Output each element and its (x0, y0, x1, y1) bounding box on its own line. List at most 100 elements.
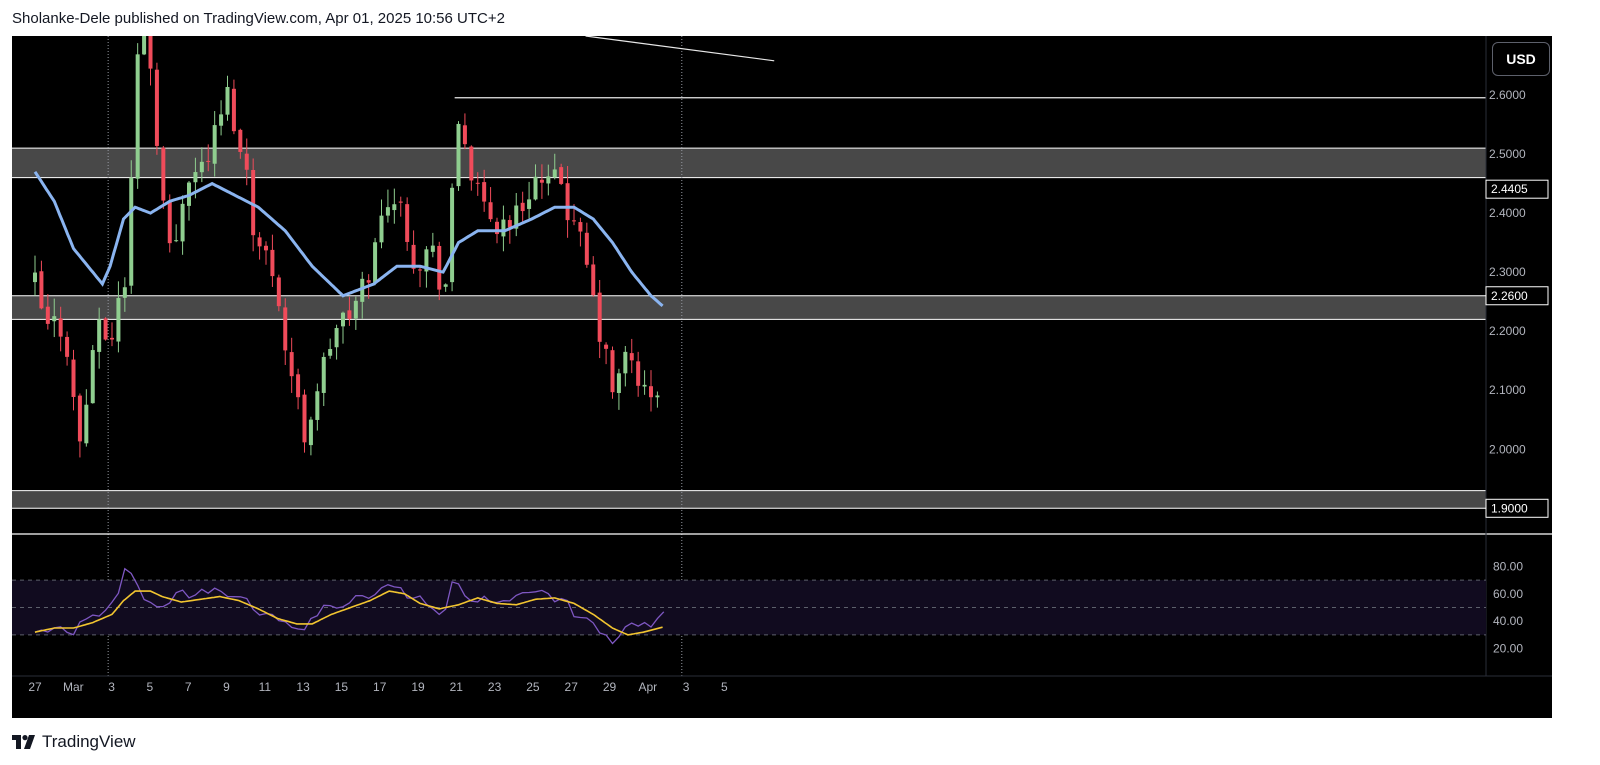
trendline[interactable] (585, 36, 775, 62)
candle-down[interactable] (148, 36, 153, 69)
candle-down[interactable] (636, 361, 641, 386)
candle-down[interactable] (488, 202, 493, 220)
candle-down[interactable] (110, 337, 114, 340)
candle-up[interactable] (174, 240, 179, 242)
candle-up[interactable] (33, 272, 37, 283)
candle-up[interactable] (360, 278, 365, 302)
currency-button[interactable]: USD (1492, 42, 1550, 76)
candle-down[interactable] (398, 201, 403, 203)
candle-up[interactable] (546, 176, 551, 184)
tradingview-logo-icon[interactable] (12, 734, 36, 749)
candle-up[interactable] (341, 312, 345, 327)
candle-down[interactable] (45, 306, 50, 324)
candle-down[interactable] (347, 310, 352, 319)
candle-down[interactable] (103, 318, 108, 340)
candle-up[interactable] (308, 419, 313, 446)
candle-down[interactable] (411, 244, 416, 269)
candle-up[interactable] (193, 172, 198, 183)
candle-down[interactable] (597, 292, 602, 342)
candle-down[interactable] (366, 280, 371, 283)
candle-up[interactable] (321, 356, 326, 393)
candle-down[interactable] (610, 350, 615, 393)
candle-down[interactable] (507, 220, 512, 228)
candle-down[interactable] (591, 264, 596, 296)
candle-down[interactable] (154, 69, 159, 146)
candle-down[interactable] (604, 344, 609, 349)
candle-down[interactable] (231, 88, 236, 132)
candle-up[interactable] (225, 87, 230, 115)
candle-down[interactable] (167, 201, 172, 244)
candle-up[interactable] (430, 245, 435, 252)
candle-up[interactable] (642, 384, 647, 387)
candle-up[interactable] (424, 249, 429, 272)
candle-up[interactable] (616, 373, 621, 393)
candle-down[interactable] (206, 160, 211, 162)
candle-down[interactable] (244, 153, 249, 170)
candle-down[interactable] (495, 221, 499, 235)
candle-down[interactable] (302, 394, 307, 443)
candle-up[interactable] (180, 203, 185, 242)
candle-down[interactable] (276, 277, 281, 307)
candle-down[interactable] (559, 167, 564, 184)
candle-up[interactable] (142, 36, 147, 55)
candle-up[interactable] (655, 395, 660, 398)
candle-up[interactable] (533, 176, 538, 200)
candle-up[interactable] (84, 404, 89, 444)
candle-up[interactable] (199, 161, 204, 173)
candle-up[interactable] (527, 199, 532, 209)
candle-down[interactable] (71, 359, 76, 397)
candle-down[interactable] (469, 146, 474, 181)
candle-up[interactable] (501, 219, 506, 237)
candle-down[interactable] (649, 386, 653, 398)
candle-down[interactable] (283, 307, 288, 351)
candle-up[interactable] (450, 187, 455, 283)
candle-down[interactable] (257, 237, 262, 247)
candle-down[interactable] (462, 125, 467, 145)
candle-down[interactable] (289, 352, 294, 377)
candle-down[interactable] (405, 204, 410, 242)
candle-down[interactable] (437, 245, 442, 290)
candle-up[interactable] (514, 205, 519, 229)
candle-down[interactable] (584, 232, 589, 265)
candle-up[interactable] (385, 207, 390, 216)
candle-down[interactable] (572, 220, 576, 222)
candle-down[interactable] (161, 147, 166, 201)
candle-up[interactable] (456, 123, 461, 187)
candle-up[interactable] (353, 300, 358, 319)
chart-frame[interactable]: 2.6000 2.5000 2.4000 2.3000 2.2000 2.1000 2.00… (12, 36, 1552, 718)
candle-up[interactable] (373, 242, 378, 284)
candle-down[interactable] (238, 129, 243, 152)
candle-up[interactable] (116, 298, 121, 342)
candle-down[interactable] (270, 249, 275, 277)
candle-up[interactable] (52, 316, 57, 322)
candle-up[interactable] (97, 319, 102, 352)
candle-up[interactable] (315, 391, 320, 420)
candle-down[interactable] (296, 374, 301, 398)
candle-up[interactable] (219, 114, 224, 126)
candle-down[interactable] (251, 170, 256, 236)
candle-up[interactable] (334, 328, 339, 348)
candle-up[interactable] (379, 215, 384, 243)
candle-up[interactable] (90, 350, 95, 404)
candle-down[interactable] (475, 182, 480, 184)
candle-down[interactable] (578, 222, 583, 232)
candle-up[interactable] (443, 284, 448, 287)
candle-up[interactable] (328, 349, 333, 356)
candle-down[interactable] (520, 202, 525, 212)
candle-up[interactable] (122, 287, 127, 298)
rsi-moving-average-line[interactable] (34, 590, 663, 636)
candle-up[interactable] (135, 54, 140, 179)
candle-down[interactable] (264, 245, 268, 251)
candle-down[interactable] (65, 336, 70, 357)
candle-up[interactable] (212, 125, 217, 164)
candle-down[interactable] (77, 395, 82, 442)
candle-down[interactable] (39, 271, 44, 309)
candle-up[interactable] (392, 204, 397, 211)
candle-down[interactable] (418, 269, 422, 271)
candle-down[interactable] (539, 179, 544, 183)
candle-down[interactable] (629, 353, 634, 361)
candle-up[interactable] (129, 177, 134, 286)
candle-up[interactable] (552, 169, 557, 178)
candle-up[interactable] (623, 351, 628, 374)
candle-down[interactable] (565, 183, 570, 221)
